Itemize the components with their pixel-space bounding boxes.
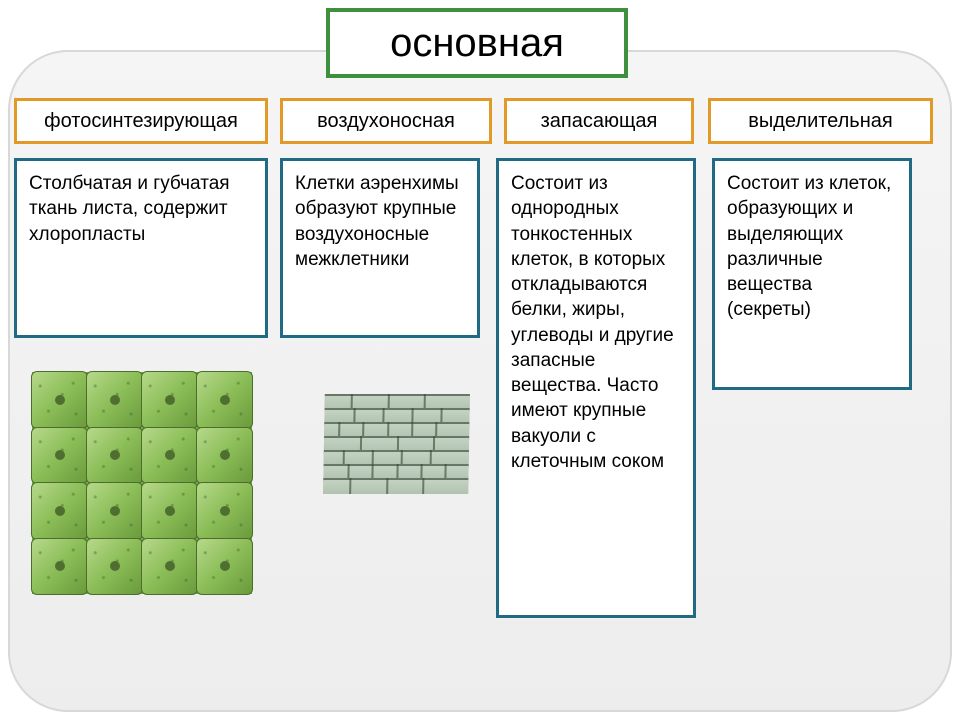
category-box-2: запасающая (504, 98, 694, 144)
description-box-0: Столбчатая и губчатая ткань листа, содер… (14, 158, 268, 338)
category-box-3: выделительная (708, 98, 933, 144)
tissue-image-0 (32, 372, 252, 594)
description-text: Состоит из клеток, образующих и выделяющ… (727, 173, 891, 320)
category-box-0: фотосинтезирующая (14, 98, 268, 144)
description-box-1: Клетки аэренхимы образуют крупные воздух… (280, 158, 480, 338)
title-text: основная (390, 21, 564, 66)
category-label: выделительная (748, 110, 892, 133)
description-box-3: Состоит из клеток, образующих и выделяющ… (712, 158, 912, 390)
description-text: Состоит из однородных тонкостенных клето… (511, 173, 674, 472)
description-text: Столбчатая и губчатая ткань листа, содер… (29, 173, 230, 245)
category-label: фотосинтезирующая (44, 110, 238, 133)
description-text: Клетки аэренхимы образуют крупные воздух… (295, 173, 459, 270)
title-box: основная (326, 8, 628, 78)
category-label: запасающая (541, 110, 658, 133)
page: основная фотосинтезирующая Столбчатая и г… (0, 0, 960, 720)
description-box-2: Состоит из однородных тонкостенных клето… (496, 158, 696, 618)
tissue-image-1 (324, 394, 469, 494)
category-label: воздухоносная (317, 110, 455, 133)
category-box-1: воздухоносная (280, 98, 492, 144)
